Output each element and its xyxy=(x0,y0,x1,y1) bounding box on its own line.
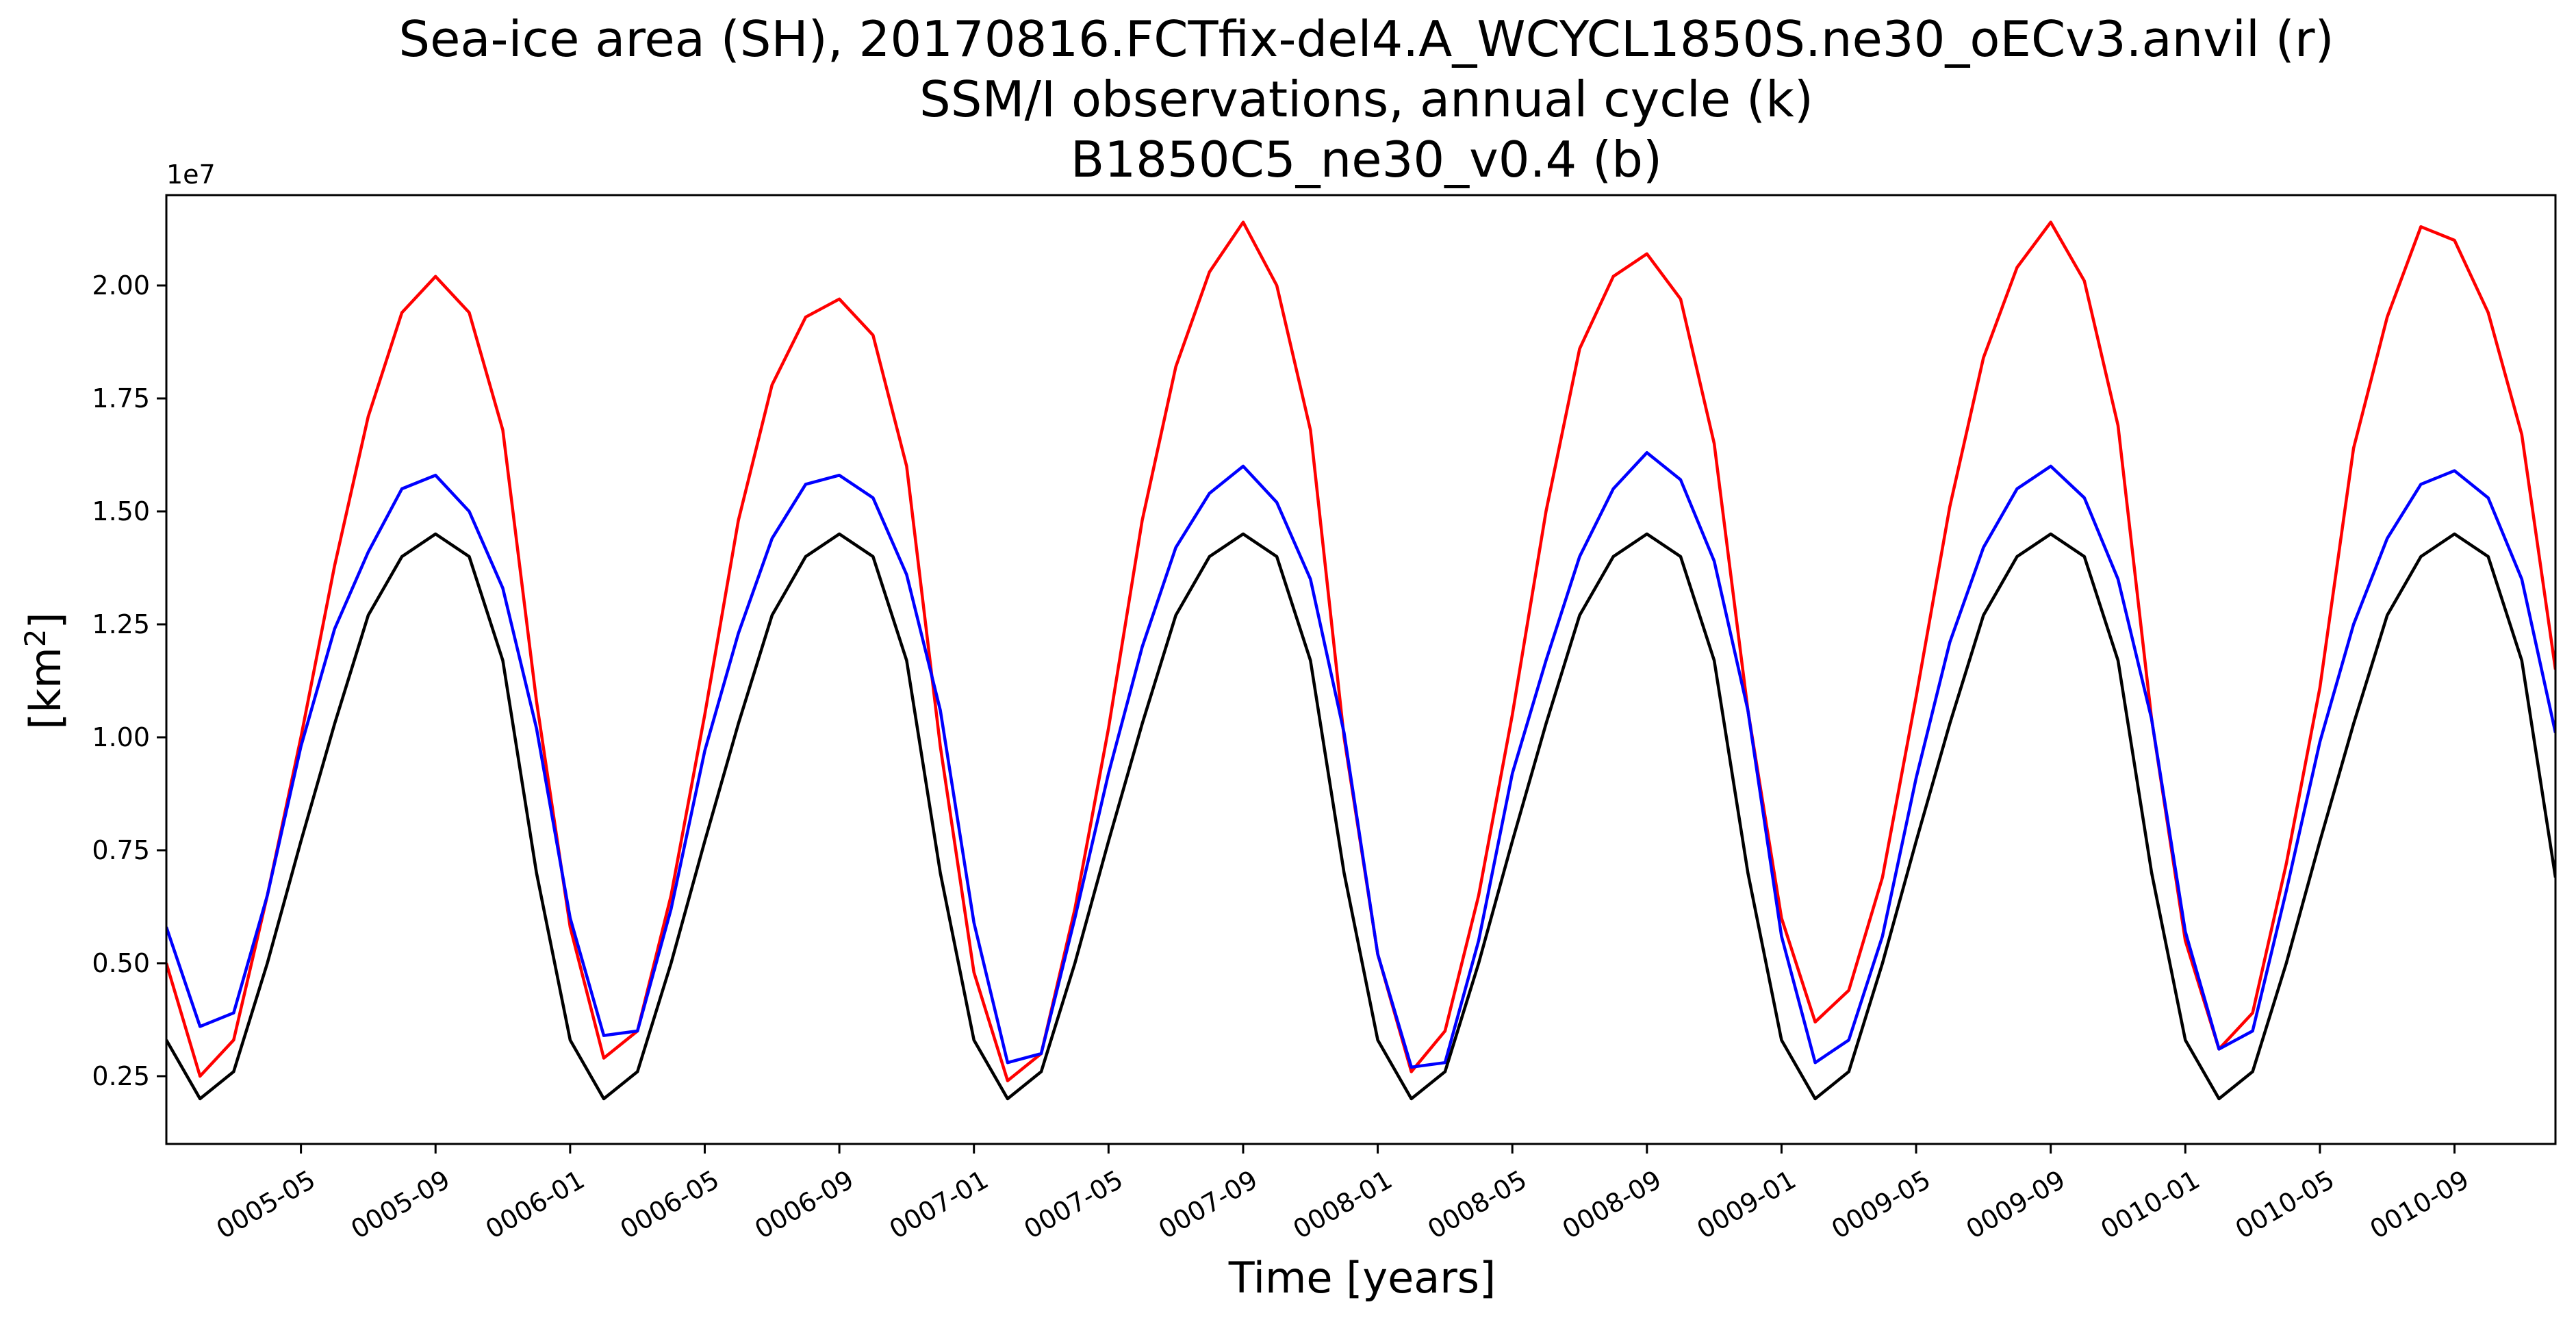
y-axis-ticks: 0.25 0.50 0.75 1.00 1.25 1.50 1.75 2.00 xyxy=(92,270,166,1091)
x-tick-label: 0006-05 xyxy=(615,1164,724,1245)
y-tick-label: 2.00 xyxy=(92,270,150,301)
x-tick-label: 0009-01 xyxy=(1692,1164,1801,1245)
plot-area-frame xyxy=(165,194,2557,1145)
x-tick-label: 0005-05 xyxy=(212,1164,321,1245)
x-tick-label: 0008-01 xyxy=(1288,1164,1398,1245)
x-tick-label: 0006-09 xyxy=(750,1164,859,1245)
chart-title-line-1: Sea-ice area (SH), 20170816.FCTfix-del4.… xyxy=(398,10,2334,68)
chart-title-line-2: SSM/I observations, annual cycle (k) xyxy=(919,71,1813,128)
x-tick-label: 0005-09 xyxy=(346,1164,455,1245)
x-tick-label: 0010-05 xyxy=(2230,1164,2340,1245)
series-line-black xyxy=(166,532,2555,1101)
x-tick-label: 0010-01 xyxy=(2095,1164,2205,1245)
y-axis-label: [km2] xyxy=(18,612,71,729)
x-axis-ticks: 0005-05 0005-09 0006-01 0006-05 0006-09 0007-… xyxy=(212,1144,2474,1245)
y-axis-label-superscript: 2 xyxy=(18,628,52,647)
x-tick-label: 0008-09 xyxy=(1557,1164,1667,1245)
x-tick-label: 0006-01 xyxy=(481,1164,590,1245)
y-tick-label: 1.50 xyxy=(92,496,150,526)
y-offset-label: 1e7 xyxy=(166,160,216,190)
y-tick-label: 0.50 xyxy=(92,948,150,978)
x-tick-label: 0007-01 xyxy=(884,1164,994,1245)
x-tick-label: 0007-05 xyxy=(1019,1164,1128,1245)
x-axis-label: Time [years] xyxy=(1228,1253,1496,1303)
y-axis-label-base: [km xyxy=(21,647,71,730)
y-axis-label-end: ] xyxy=(21,612,71,628)
series-line-blue xyxy=(166,450,2555,1069)
chart-title-line-3: B1850C5_ne30_v0.4 (b) xyxy=(1071,131,1662,188)
series-layer xyxy=(166,220,2555,1101)
x-tick-label: 0010-09 xyxy=(2365,1164,2475,1245)
x-tick-label: 0007-09 xyxy=(1153,1164,1263,1245)
y-tick-label: 1.00 xyxy=(92,722,150,752)
y-tick-label: 1.75 xyxy=(92,383,150,413)
y-tick-label: 1.25 xyxy=(92,609,150,639)
y-tick-label: 0.25 xyxy=(92,1061,150,1091)
x-tick-label: 0009-05 xyxy=(1826,1164,1936,1245)
x-tick-label: 0008-05 xyxy=(1423,1164,1532,1245)
y-tick-label: 0.75 xyxy=(92,835,150,865)
x-tick-label: 0009-09 xyxy=(1961,1164,2071,1245)
